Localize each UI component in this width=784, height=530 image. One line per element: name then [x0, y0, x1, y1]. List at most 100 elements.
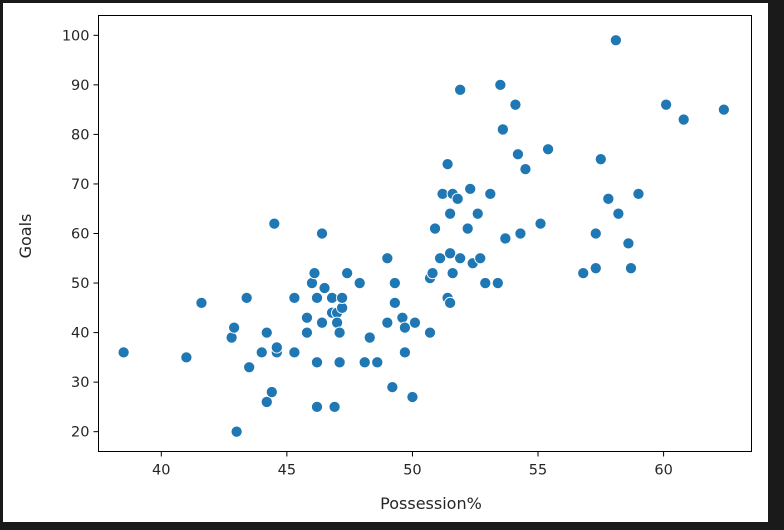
data-point — [341, 267, 354, 280]
data-point — [308, 267, 321, 280]
data-point — [388, 296, 401, 309]
data-point — [426, 267, 439, 280]
data-point — [333, 356, 346, 369]
data-point — [519, 163, 532, 176]
data-point — [677, 113, 690, 126]
data-point — [451, 192, 464, 205]
y-tick-label: 90 — [71, 78, 89, 94]
data-point — [300, 326, 314, 339]
data-point — [371, 356, 384, 369]
data-point — [509, 98, 522, 111]
data-point — [542, 143, 555, 156]
y-tick-label: 50 — [71, 276, 89, 292]
data-point — [333, 326, 346, 339]
plot-area — [117, 34, 730, 438]
data-point — [632, 187, 645, 200]
data-point — [499, 232, 512, 245]
x-tick-label: 50 — [403, 463, 421, 479]
data-point — [474, 252, 487, 265]
data-point — [577, 267, 590, 280]
data-point — [243, 361, 256, 374]
data-point — [494, 78, 507, 91]
data-point — [602, 192, 615, 205]
data-point — [511, 148, 524, 161]
data-point — [315, 316, 329, 329]
data-point — [406, 390, 419, 404]
data-point — [408, 316, 422, 329]
data-point — [358, 356, 371, 369]
data-point — [609, 34, 622, 47]
data-point — [225, 331, 238, 344]
data-point — [310, 291, 324, 304]
data-point — [514, 227, 527, 240]
data-point — [446, 267, 459, 280]
y-tick-label: 60 — [71, 227, 89, 243]
data-point — [288, 291, 301, 304]
data-point — [255, 346, 268, 359]
data-point — [464, 182, 477, 195]
data-point — [484, 187, 497, 200]
data-point — [240, 291, 253, 304]
data-point — [288, 346, 301, 359]
y-tick-label: 40 — [71, 326, 89, 342]
data-point — [315, 227, 329, 240]
data-point — [310, 400, 324, 413]
data-point — [268, 217, 281, 230]
data-point — [434, 252, 447, 265]
x-tick-label: 40 — [152, 463, 170, 479]
data-point — [454, 252, 467, 265]
x-tick-label: 55 — [529, 463, 547, 479]
data-point — [300, 311, 314, 324]
data-point — [353, 276, 366, 290]
data-point — [270, 341, 283, 354]
x-axis-label: Possession% — [380, 494, 482, 513]
data-point — [471, 207, 484, 220]
data-point — [398, 346, 411, 359]
data-point — [428, 222, 442, 235]
data-point — [318, 281, 331, 295]
data-point — [589, 227, 602, 240]
data-point — [461, 222, 474, 235]
data-point — [594, 153, 607, 166]
x-axis: 40 45 50 55 60 — [152, 451, 673, 479]
data-point — [117, 346, 130, 359]
data-point — [331, 316, 344, 329]
data-point — [423, 326, 437, 339]
data-point — [624, 262, 638, 275]
data-point — [444, 247, 457, 260]
data-point — [328, 400, 341, 413]
data-point — [386, 381, 399, 394]
data-point — [260, 395, 273, 409]
data-point — [622, 237, 635, 250]
data-point — [398, 321, 411, 334]
x-tick-label: 60 — [654, 463, 672, 479]
data-point — [454, 83, 467, 96]
y-tick-label: 100 — [62, 28, 90, 44]
data-point — [305, 276, 319, 290]
data-point — [310, 356, 324, 369]
data-point — [228, 321, 241, 334]
data-point — [589, 262, 602, 275]
data-point — [496, 123, 509, 136]
data-point — [612, 207, 625, 220]
data-point — [444, 207, 457, 220]
data-point — [180, 351, 193, 364]
data-point — [717, 103, 730, 116]
data-point — [388, 276, 401, 290]
data-point — [230, 425, 243, 438]
data-point — [491, 276, 504, 290]
data-point — [336, 291, 349, 304]
data-point — [326, 291, 339, 304]
y-axis-label: Goals — [16, 214, 35, 259]
y-axis: 20 30 40 50 60 70 80 90 100 — [62, 28, 99, 441]
data-point — [381, 316, 394, 329]
y-tick-label: 30 — [71, 375, 89, 391]
data-point — [381, 252, 394, 265]
data-point — [265, 385, 278, 399]
y-tick-label: 80 — [71, 127, 89, 143]
data-point — [363, 331, 376, 344]
data-point — [260, 326, 273, 339]
y-tick-label: 70 — [71, 177, 89, 193]
x-tick-label: 45 — [278, 463, 296, 479]
